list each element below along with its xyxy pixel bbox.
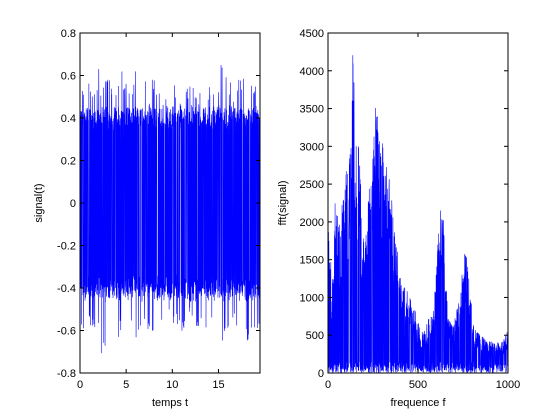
right-y-ticks: 0 500 1000 1500 2000 2500 3000 3500 4000 4500 xyxy=(300,28,508,380)
left-y-ticks: -0.8 -0.6 -0.4 -0.2 0 0.2 0.4 0.6 0.8 xyxy=(57,28,260,380)
left-y-tick-label: -0.4 xyxy=(57,283,76,295)
left-series-line xyxy=(80,64,260,354)
left-y-tick-label: 0.8 xyxy=(61,28,76,40)
axes-right: 0 500 1000 0 500 1000 1500 2000 2500 3000 3500 400… xyxy=(277,28,520,409)
right-y-tick-label: 3500 xyxy=(300,104,324,116)
right-y-axis-label: fft(signal) xyxy=(277,180,289,225)
right-x-tick-label: 500 xyxy=(409,379,427,391)
right-y-tick-label: 2500 xyxy=(300,179,324,191)
left-x-tick-label: 15 xyxy=(212,379,224,391)
left-y-tick-label: 0.4 xyxy=(61,113,76,125)
right-y-tick-label: 1500 xyxy=(300,255,324,267)
left-y-tick-label: -0.2 xyxy=(57,241,76,253)
right-x-ticks: 0 500 1000 xyxy=(325,33,520,391)
left-y-tick-label: 0.6 xyxy=(61,71,76,83)
right-y-tick-label: 500 xyxy=(306,330,324,342)
left-x-tick-label: 10 xyxy=(166,379,178,391)
left-y-tick-label: 0.2 xyxy=(61,156,76,168)
right-x-tick-label: 1000 xyxy=(496,379,520,391)
right-y-tick-label: 3000 xyxy=(300,141,324,153)
left-series-group xyxy=(80,64,260,354)
left-y-tick-label: 0 xyxy=(70,198,76,210)
left-y-axis-label: signal(t) xyxy=(33,183,45,222)
left-x-axis-label: temps t xyxy=(152,397,188,409)
left-x-ticks: 0 5 10 15 xyxy=(77,33,225,391)
right-y-tick-label: 1000 xyxy=(300,292,324,304)
left-series-0 xyxy=(80,64,260,354)
right-x-axis-label: frequence f xyxy=(390,397,446,409)
right-y-tick-label: 2000 xyxy=(300,217,324,229)
right-y-tick-label: 0 xyxy=(318,368,324,380)
left-y-tick-label: -0.8 xyxy=(57,368,76,380)
right-y-tick-label: 4500 xyxy=(300,28,324,40)
left-x-tick-label: 5 xyxy=(123,379,129,391)
right-y-tick-label: 4000 xyxy=(300,66,324,78)
right-x-tick-label: 0 xyxy=(325,379,331,391)
left-y-tick-label: -0.6 xyxy=(57,326,76,338)
axes-left: 0 5 10 15 -0.8 -0.6 -0.4 -0.2 0 0.2 0.4 0.6 0.8 tem… xyxy=(33,28,261,409)
left-x-tick-label: 0 xyxy=(77,379,83,391)
